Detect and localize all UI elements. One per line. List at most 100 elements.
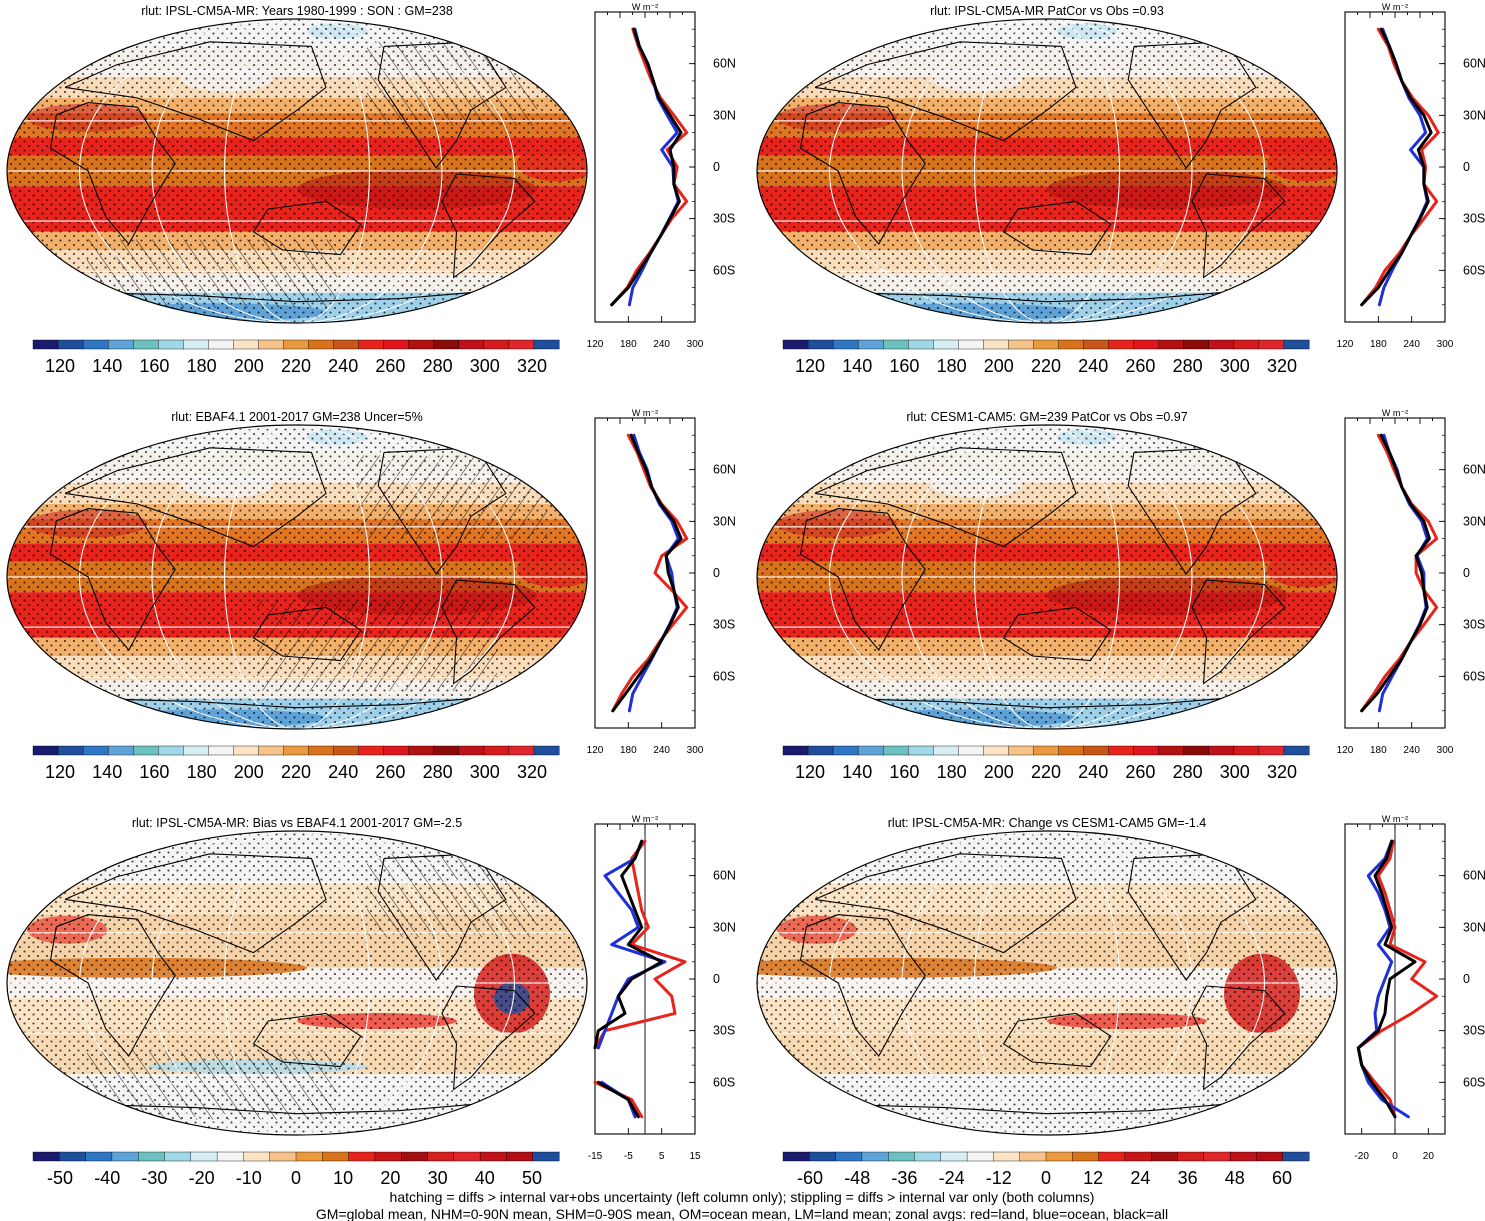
zonal-x-label: -20 bbox=[1354, 1151, 1369, 1162]
meridian bbox=[974, 19, 1120, 323]
colorbar-label: 220 bbox=[281, 762, 311, 782]
zonal-unit: W m⁻² bbox=[1382, 408, 1408, 418]
meridian bbox=[79, 831, 515, 1135]
colorbar-label: 180 bbox=[187, 762, 217, 782]
map-border bbox=[756, 424, 1338, 730]
colorbar-label: 280 bbox=[1173, 356, 1203, 376]
zonal-x-label: 120 bbox=[1337, 339, 1354, 350]
meridian bbox=[974, 831, 1120, 1135]
colorbar-swatch bbox=[269, 1151, 297, 1162]
colorbar-swatch bbox=[308, 339, 335, 350]
colorbar-label: 12 bbox=[1083, 1168, 1103, 1188]
coastline bbox=[377, 853, 507, 981]
colorbar-swatch bbox=[1208, 745, 1235, 756]
meridian bbox=[901, 831, 1193, 1135]
colorbar-swatch bbox=[1108, 339, 1135, 350]
coastline bbox=[49, 102, 176, 245]
coastline bbox=[441, 985, 536, 1091]
zonal-y-label: 60N bbox=[713, 57, 736, 71]
colorbar-swatch bbox=[508, 745, 535, 756]
panel-6: rlut: IPSL-CM5A-MR: Change vs CESM1-CAM5… bbox=[756, 814, 1485, 1188]
colorbar-swatch bbox=[1233, 745, 1260, 756]
colorbar-label: 140 bbox=[842, 762, 872, 782]
colorbar-swatch bbox=[933, 339, 959, 350]
colorbar-label: -40 bbox=[94, 1168, 120, 1188]
colorbar-swatch bbox=[358, 339, 385, 350]
coastline bbox=[799, 102, 926, 245]
colorbar-swatch bbox=[908, 339, 934, 350]
zonal-series-all bbox=[1356, 839, 1417, 1119]
colorbar-label: 200 bbox=[984, 356, 1014, 376]
colorbar-label: 240 bbox=[1078, 356, 1108, 376]
colorbar-label: 280 bbox=[1173, 762, 1203, 782]
colorbar-swatch bbox=[1203, 1151, 1231, 1162]
meridian bbox=[224, 19, 370, 323]
colorbar-swatch bbox=[1033, 339, 1060, 350]
colorbar-swatch bbox=[1233, 339, 1260, 350]
colorbar-swatch bbox=[1229, 1151, 1257, 1162]
colorbar-swatch bbox=[1258, 339, 1285, 350]
colorbar-label: 320 bbox=[1267, 762, 1297, 782]
meridian bbox=[829, 831, 1265, 1135]
zonal-x-label: 120 bbox=[587, 339, 604, 350]
colorbar-swatch bbox=[1033, 745, 1060, 756]
zonal-x-label: 240 bbox=[653, 745, 670, 756]
colorbar-swatch bbox=[888, 1151, 916, 1162]
zonal-chart: W m⁻² -15 -5 5 15 60N 30N 0 30S 60S bbox=[588, 814, 736, 1162]
map-border bbox=[6, 830, 588, 1136]
map-border bbox=[6, 18, 588, 324]
zonal-y-label: 60S bbox=[1463, 263, 1485, 277]
zonal-y-label: 60N bbox=[1463, 869, 1485, 883]
colorbar-swatch bbox=[807, 339, 834, 350]
zonal-x-label: -15 bbox=[588, 1151, 603, 1162]
colorbar-swatch bbox=[427, 1151, 455, 1162]
zonal-x-label: 240 bbox=[653, 339, 670, 350]
colorbar-label: 180 bbox=[937, 762, 967, 782]
colorbar-swatch bbox=[85, 1151, 113, 1162]
colorbar-swatch bbox=[1177, 1151, 1205, 1162]
colorbar-label: -60 bbox=[797, 1168, 823, 1188]
colorbar-label: 320 bbox=[1267, 356, 1297, 376]
colorbar-swatch bbox=[1124, 1151, 1152, 1162]
meridian bbox=[224, 425, 370, 729]
meridian bbox=[151, 425, 443, 729]
colorbar-label: 220 bbox=[281, 356, 311, 376]
colorbar-label: 280 bbox=[423, 356, 453, 376]
coastline bbox=[814, 41, 1077, 142]
colorbar-swatch bbox=[1183, 745, 1210, 756]
zonal-y-label: 0 bbox=[1463, 566, 1470, 580]
map-border bbox=[6, 424, 588, 730]
colorbar-swatch bbox=[908, 745, 934, 756]
colorbar-swatch bbox=[958, 339, 984, 350]
colorbar-label: -12 bbox=[986, 1168, 1012, 1188]
colorbar-swatch bbox=[111, 1151, 139, 1162]
zonal-x-label: 180 bbox=[620, 339, 637, 350]
coastline bbox=[843, 292, 1222, 303]
colorbar: 120 140 160 180 200 220 240 260 280 300 320 bbox=[782, 339, 1310, 376]
colorbar-label: 30 bbox=[428, 1168, 448, 1188]
colorbar-label: 220 bbox=[1031, 762, 1061, 782]
colorbar: -60 -48 -36 -24 -12 0 12 24 36 48 60 bbox=[782, 1151, 1310, 1188]
zonal-unit: W m⁻² bbox=[632, 2, 658, 12]
colorbar-label: 40 bbox=[475, 1168, 495, 1188]
coastline bbox=[64, 447, 327, 548]
zonal-y-label: 60S bbox=[1463, 1075, 1485, 1089]
coastline bbox=[1127, 41, 1257, 169]
colorbar-label: 36 bbox=[1178, 1168, 1198, 1188]
colorbar-swatch bbox=[453, 1151, 481, 1162]
colorbar-swatch bbox=[32, 339, 59, 350]
zonal-series-all bbox=[610, 27, 683, 307]
zonal-y-label: 30S bbox=[1463, 1024, 1485, 1038]
colorbar-swatch bbox=[983, 339, 1009, 350]
colorbar-swatch bbox=[59, 1151, 87, 1162]
colorbar-swatch bbox=[1133, 339, 1160, 350]
coastline bbox=[93, 1104, 472, 1115]
colorbar-label: 300 bbox=[470, 356, 500, 376]
colorbar-label: -24 bbox=[939, 1168, 965, 1188]
colorbar-label: 320 bbox=[517, 356, 547, 376]
zonal-x-label: 180 bbox=[1370, 745, 1387, 756]
zonal-chart: W m⁻² 120 180 240 300 60N 30N 0 30S 60S bbox=[1337, 408, 1485, 756]
colorbar-swatch bbox=[233, 339, 259, 350]
colorbar-swatch bbox=[861, 1151, 889, 1162]
colorbar-swatch bbox=[32, 745, 59, 756]
